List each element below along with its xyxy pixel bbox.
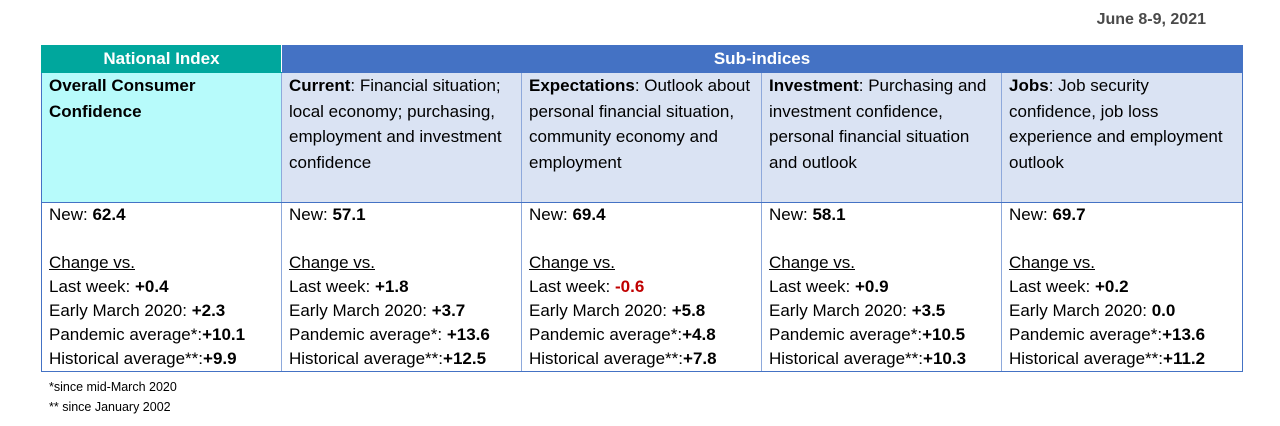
description-row: Overall Consumer Confidence Current: Fin… [41,72,1244,203]
change-row-label: Early March 2020: [1009,301,1147,320]
change-row-value: +2.3 [191,301,226,320]
change-label: Change vs. [769,253,855,272]
investment-values: New: 58.1 Change vs. Last week: +0.9 Ear… [761,202,1002,372]
change-row-value: +0.4 [135,277,169,296]
change-label: Change vs. [289,253,375,272]
new-value: 69.7 [1052,205,1086,224]
column-title: Expectations [529,76,635,95]
change-label: Change vs. [529,253,615,272]
change-row-label: Historical average**: [1009,349,1164,368]
change-row-value: +10.3 [923,349,967,368]
expectations-values: New: 69.4 Change vs. Last week: -0.6 Ear… [521,202,762,372]
expectations-description: Expectations: Outlook about personal fin… [521,72,762,203]
change-row-label: Early March 2020: [769,301,907,320]
overall-confidence-values: New: 62.4 Change vs. Last week: +0.4 Ear… [41,202,282,372]
confidence-index-table: National Index Sub-indices Overall Consu… [41,45,1244,372]
change-row-label: Pandemic average*: [769,325,923,344]
current-description: Current: Financial situation; local econ… [281,72,522,203]
values-row: New: 62.4 Change vs. Last week: +0.4 Ear… [41,202,1244,372]
change-row-value: +1.8 [375,277,409,296]
change-label: Change vs. [1009,253,1095,272]
sub-indices-header: Sub-indices [280,45,1244,73]
change-row-label: Pandemic average*: [289,325,443,344]
column-description: : Purchasing and investment confidence, … [769,76,987,172]
footnote: ** since January 2002 [49,400,171,414]
jobs-description: Jobs: Job security confidence, job loss … [1001,72,1244,203]
change-row-label: Last week: [769,277,851,296]
change-label: Change vs. [49,253,135,272]
column-description: : Outlook about personal financial situa… [529,76,751,172]
new-value: 58.1 [812,205,846,224]
jobs-values: New: 69.7 Change vs. Last week: +0.2 Ear… [1001,202,1244,372]
change-row-value: -0.6 [615,277,645,296]
change-row-label: Early March 2020: [529,301,667,320]
change-row-label: Last week: [49,277,131,296]
change-row-label: Pandemic average*: [49,325,203,344]
new-value: 62.4 [92,205,126,224]
change-row-value: +4.8 [682,325,716,344]
new-value: 57.1 [332,205,366,224]
change-row-label: Historical average**: [529,349,684,368]
new-value: 69.4 [572,205,606,224]
current-values: New: 57.1 Change vs. Last week: +1.8 Ear… [281,202,522,372]
column-title: Jobs [1009,76,1049,95]
footnotes: *since mid-March 2020 ** since January 2… [49,377,177,417]
change-row-value: +3.5 [911,301,946,320]
change-row-label: Pandemic average*: [529,325,683,344]
change-row-value: +5.8 [671,301,706,320]
overall-confidence-description: Overall Consumer Confidence [41,72,282,203]
new-label: New: [769,205,808,224]
column-title: Overall Consumer Confidence [49,76,196,121]
change-row-value: +11.2 [1163,349,1206,368]
change-row-value: +0.9 [855,277,889,296]
change-row-value: +7.8 [683,349,717,368]
change-row-value: +9.9 [203,349,237,368]
new-label: New: [49,205,88,224]
header-row: National Index Sub-indices [41,45,1244,73]
new-label: New: [529,205,568,224]
change-row-value: +3.7 [431,301,466,320]
column-title: Investment [769,76,859,95]
column-description: : Job security confidence, job loss expe… [1009,76,1223,172]
report-date: June 8-9, 2021 [1096,11,1206,28]
change-row-label: Historical average**: [49,349,204,368]
change-row-label: Last week: [529,277,611,296]
footnote: *since mid-March 2020 [49,380,177,394]
change-row-label: Early March 2020: [289,301,427,320]
new-label: New: [1009,205,1048,224]
change-row-label: Last week: [1009,277,1091,296]
change-row-label: Pandemic average*: [1009,325,1163,344]
column-title: Current [289,76,351,95]
change-row-value: +10.5 [922,325,966,344]
change-row-label: Last week: [289,277,371,296]
investment-description: Investment: Purchasing and investment co… [761,72,1002,203]
change-row-value: +0.2 [1095,277,1129,296]
change-row-value: +12.5 [443,349,487,368]
change-row-value: +13.6 [1162,325,1206,344]
change-row-label: Historical average**: [289,349,444,368]
national-index-header: National Index [41,45,282,73]
change-row-value: +13.6 [442,325,490,344]
change-row-value: +10.1 [202,325,246,344]
change-row-value: 0.0 [1151,301,1176,320]
column-description: : Financial situation; local economy; pu… [289,76,502,172]
change-row-label: Historical average**: [769,349,924,368]
change-row-label: Early March 2020: [49,301,187,320]
new-label: New: [289,205,328,224]
